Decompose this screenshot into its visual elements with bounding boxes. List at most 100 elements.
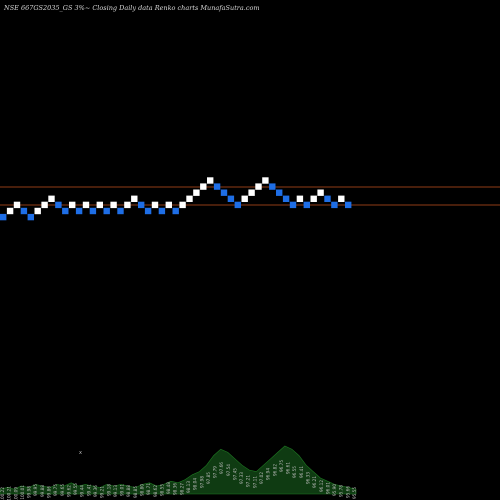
volume-price-label: 97.21 [246, 475, 251, 487]
volume-price-label: 99.95 [33, 484, 38, 496]
renko-brick-up [296, 195, 304, 202]
volume-area-shape [0, 445, 357, 495]
volume-price-label: 99.86 [46, 486, 51, 498]
volume-price-label: 95.55 [352, 487, 357, 499]
volume-price-label: 95.78 [339, 485, 344, 497]
volume-price-label: 98.55 [159, 484, 164, 496]
volume-price-label: 97.85 [206, 472, 211, 484]
renko-brick-down [62, 207, 69, 215]
volume-price-label: 99.41 [86, 484, 91, 496]
renko-brick-up [262, 177, 269, 184]
renko-brick-down [220, 189, 228, 196]
renko-brick-down [227, 195, 235, 202]
renko-brick-down [0, 213, 7, 221]
volume-price-label: 100.01 [20, 485, 25, 500]
renko-brick-down [234, 201, 241, 209]
renko-brick-down [144, 207, 152, 215]
renko-brick-down [324, 195, 331, 202]
volume-price-label: 96.33 [306, 472, 311, 484]
volume-price-label: 99.18 [106, 484, 111, 496]
volume-price-label: 95.90 [332, 484, 337, 496]
volume-price-label: 98.27 [179, 483, 184, 495]
renko-brick-up [310, 195, 317, 202]
volume-price-label: 98.04 [193, 478, 198, 490]
volume-price-label: 99.62 [66, 485, 71, 497]
volume-price-label: 97.54 [226, 464, 231, 476]
renko-brick-up [110, 201, 117, 209]
renko-brick-down [213, 183, 221, 190]
renko-brick-down [282, 195, 290, 202]
volume-price-label: 97.45 [232, 468, 237, 480]
renko-brick-up [41, 201, 48, 209]
volume-price-label: 98.48 [166, 482, 171, 494]
volume-price-label: 97.02 [259, 472, 264, 484]
renko-brick-up [151, 201, 159, 209]
renko-brick-up [48, 195, 55, 202]
renko-brick-up [317, 189, 324, 196]
renko-brick-down [331, 201, 338, 209]
renko-brick-up [124, 201, 131, 209]
volume-price-label: 97.66 [219, 462, 224, 474]
renko-brick-up [69, 201, 76, 209]
volume-price-label: 96.21 [312, 476, 317, 488]
volume-price-label: 99.75 [53, 484, 58, 496]
volume-price-label: 100.22 [0, 487, 5, 500]
renko-brick-down [103, 207, 110, 215]
volume-price-label: 96.01 [325, 482, 330, 494]
renko-brick-down [117, 207, 124, 215]
renko-brick-up [6, 207, 14, 215]
volume-price-label: 100.21 [7, 486, 12, 500]
renko-brick-up [165, 201, 172, 209]
renko-brick-down [75, 207, 83, 215]
renko-brick-down [158, 207, 166, 215]
renko-brick-up [179, 201, 186, 209]
renko-brick-up [13, 201, 21, 209]
renko-brick-up [241, 195, 248, 202]
renko-brick-down [345, 201, 352, 209]
volume-price-label: 98.36 [173, 483, 178, 495]
chart-title: NSE 667GS2035_GS 3%~ Closing Daily data … [3, 4, 260, 12]
renko-brick-down [27, 213, 34, 221]
renko-brick-down [55, 201, 62, 209]
renko-bricks [0, 177, 352, 221]
renko-brick-up [200, 183, 207, 190]
volume-price-label: 99.88 [40, 485, 45, 497]
volume-price-label: 96.55 [292, 466, 297, 478]
volume-price-label: 98.62 [153, 485, 158, 497]
volume-price-label: 100.09 [13, 487, 18, 500]
renko-brick-up [82, 201, 90, 209]
volume-price-label: 96.75 [279, 460, 284, 472]
volume-price-label: 96.94 [266, 468, 271, 480]
renko-brick-down [303, 201, 310, 209]
volume-price-label: 98.85 [133, 486, 138, 498]
volume-price-label: 99.01 [120, 484, 125, 496]
renko-brick-up [207, 177, 214, 184]
volume-price-label: 96.61 [286, 462, 291, 474]
marker-label: x [79, 450, 82, 456]
renko-brick-up [193, 189, 200, 196]
volume-price-label: 98.80 [139, 484, 144, 496]
volume-price-label: 99.36 [93, 485, 98, 497]
volume-price-label: 97.79 [213, 466, 218, 478]
volume-area [0, 445, 357, 495]
volume-price-label: 97.11 [252, 476, 257, 488]
volume-price-label: 99.44 [80, 485, 85, 497]
volume-price-label: 99.21 [100, 486, 105, 498]
volume-price-labels: 100.22 100.21 100.09 100.01 99.98 99.95 99.88 9… [0, 460, 357, 500]
renko-brick-up [96, 201, 103, 209]
volume-price-label: 95.66 [345, 486, 350, 498]
volume-price-label: 96.82 [272, 464, 277, 476]
renko-brick-up [34, 207, 41, 215]
volume-price-label: 97.98 [199, 476, 204, 488]
volume-price-label: 99.65 [60, 484, 65, 496]
renko-brick-down [276, 189, 283, 196]
renko-brick-up [248, 189, 255, 196]
renko-brick-down [89, 207, 97, 215]
renko-brick-down [172, 207, 179, 215]
renko-brick-up [186, 195, 193, 202]
renko-brick-down [269, 183, 276, 190]
renko-brick-up [255, 183, 262, 190]
renko-brick-up [338, 195, 345, 202]
